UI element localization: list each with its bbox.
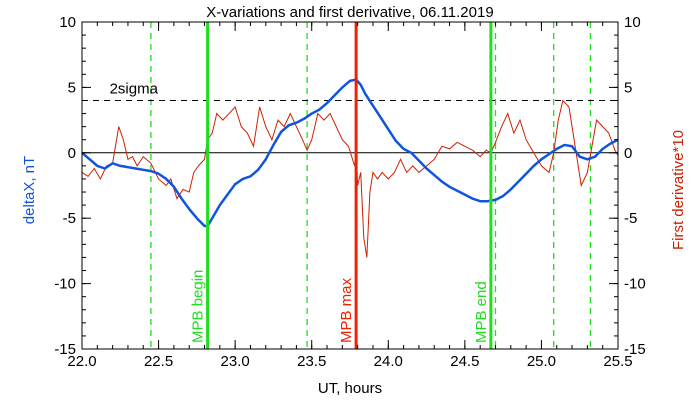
y-tick-label-left: -15: [54, 341, 76, 358]
chart-title: X-variations and first derivative, 06.11…: [206, 4, 493, 21]
y-tick-label-left: 0: [68, 145, 76, 162]
x-tick-label: 23.0: [221, 353, 250, 370]
y-tick-label-left: -10: [54, 276, 76, 293]
x-tick-label: 22.5: [144, 353, 173, 370]
event-marker-label: MPB max: [338, 277, 355, 343]
event-marker-label: MPB begin: [190, 270, 207, 343]
y-axis-label-left: deltaX, nT: [21, 156, 38, 224]
x-tick-label: 23.5: [297, 353, 326, 370]
y-tick-label-left: -5: [63, 210, 76, 227]
plot-frame: [81, 21, 619, 350]
event-marker-label: MPB end: [473, 281, 490, 343]
y-tick-label-right: -15: [624, 341, 646, 358]
derivative-series-line: [81, 99, 619, 258]
y-tick-label-right: -10: [624, 276, 646, 293]
x-tick-label: 25.0: [527, 353, 556, 370]
y-tick-label-right: 5: [624, 79, 632, 96]
x-tick-label: 24.5: [450, 353, 479, 370]
x-axis-label: UT, hours: [318, 380, 382, 397]
y-tick-label-right: 10: [624, 14, 641, 31]
y-tick-label-left: 5: [68, 79, 76, 96]
y-axis-label-right: First derivative*10: [670, 130, 687, 250]
threshold-label: 2sigma: [110, 80, 159, 97]
y-tick-label-right: 0: [624, 145, 632, 162]
deltax-series-line: [81, 78, 619, 228]
y-tick-label-left: 10: [59, 14, 76, 31]
y-tick-label-right: -5: [624, 210, 637, 227]
x-tick-label: 22.0: [67, 353, 96, 370]
x-tick-label: 24.0: [374, 353, 403, 370]
x-tick-label: 25.5: [603, 353, 632, 370]
